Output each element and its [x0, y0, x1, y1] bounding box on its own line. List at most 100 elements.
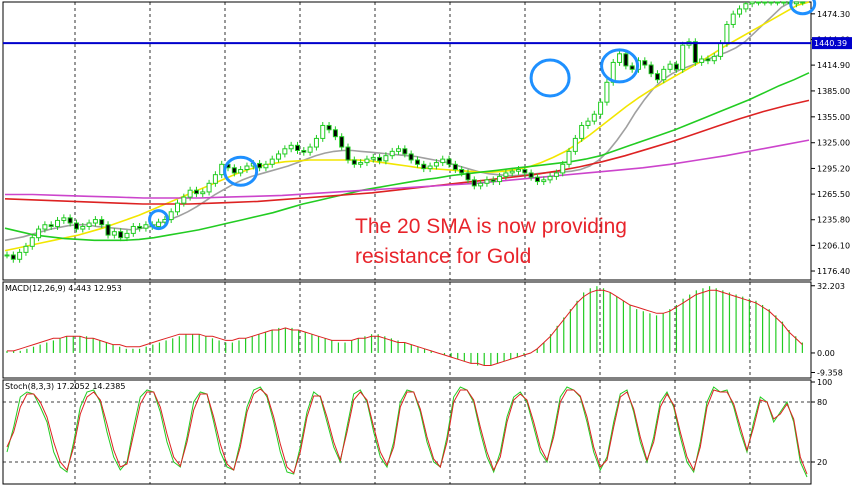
- resistance-price-label: 1440.39: [814, 39, 847, 48]
- candle-body: [358, 162, 364, 165]
- candle-body: [692, 41, 698, 63]
- candle-body: [67, 217, 73, 224]
- candle-body: [364, 158, 370, 164]
- moving-average-line: [4, 1, 810, 252]
- stoch-tick-label: 100: [817, 378, 832, 387]
- candle-body: [585, 120, 591, 126]
- annotation-line-2: resistance for Gold: [355, 245, 532, 268]
- price-tick-label: 1385.00: [817, 87, 850, 96]
- price-axis: 1176.40 1206.10 1235.80 1265.50 1295.20 1325.…: [811, 10, 852, 276]
- candle-body: [591, 113, 597, 122]
- candle-body: [421, 163, 427, 170]
- candle-body: [572, 137, 578, 152]
- candle-body: [294, 144, 300, 151]
- candle-body: [579, 124, 585, 139]
- candle-body: [105, 224, 111, 236]
- macd-title: MACD(12,26,9) 4.443 12.953: [5, 284, 122, 293]
- candle-body: [345, 146, 351, 161]
- candle-body: [522, 168, 528, 174]
- candle-body: [389, 150, 395, 157]
- stoch-lines: [6, 386, 808, 478]
- candle-body: [99, 219, 105, 226]
- chart-annotation: The 20 SMA is now providing resistance f…: [355, 212, 627, 272]
- candle-body: [370, 156, 376, 160]
- candle-body: [408, 153, 414, 161]
- candle-body: [648, 64, 654, 75]
- candle-body: [42, 224, 48, 230]
- price-tick-label: 1206.10: [817, 241, 850, 250]
- candle-body: [55, 219, 61, 227]
- candle-body: [471, 179, 477, 187]
- candle-body: [301, 149, 307, 153]
- candle-body: [244, 165, 250, 170]
- candle-body: [61, 217, 67, 221]
- moving-average-line: [4, 1, 809, 242]
- candle-body: [231, 167, 237, 174]
- candle-body: [730, 13, 736, 25]
- candle-body: [768, 1, 774, 4]
- candle-body: [440, 158, 446, 164]
- moving-averages: [4, 1, 810, 252]
- candle-body: [604, 81, 610, 103]
- candle-body: [484, 179, 490, 184]
- candle-body: [269, 158, 275, 165]
- candle-body: [516, 168, 522, 172]
- candle-body: [793, 1, 799, 5]
- macd-tick-label: 0.00: [817, 349, 835, 358]
- candle-body: [156, 221, 162, 227]
- candle-body: [10, 254, 16, 260]
- candle-body: [396, 148, 402, 152]
- candle-body: [143, 224, 149, 229]
- candle-body: [193, 189, 199, 195]
- candle-body: [414, 159, 420, 165]
- candle-body: [452, 163, 458, 170]
- candle-body: [642, 60, 648, 66]
- candle-body: [705, 58, 711, 62]
- candle-body: [307, 146, 313, 153]
- price-tick-label: 1176.40: [817, 267, 850, 276]
- stoch-grid: [3, 380, 811, 484]
- candle-body: [718, 42, 724, 57]
- candle-body: [465, 172, 471, 181]
- moving-average-line: [4, 99, 810, 205]
- candle-body: [200, 191, 206, 195]
- price-tick-label: 1355.00: [817, 113, 850, 122]
- moving-average-line: [4, 72, 810, 242]
- candle-body: [4, 254, 10, 257]
- macd-histogram: [6, 286, 803, 366]
- candle-body: [320, 124, 326, 139]
- candle-body: [29, 237, 35, 247]
- candle-body: [377, 156, 383, 162]
- candle-body: [623, 53, 629, 67]
- candle-body: [654, 73, 660, 81]
- candle-body: [553, 172, 559, 177]
- candle-body: [617, 53, 623, 63]
- candle-body: [238, 168, 244, 174]
- candle-body: [48, 224, 54, 227]
- candle-body: [528, 172, 534, 178]
- candle-body: [219, 163, 225, 176]
- candle-body: [566, 150, 572, 165]
- candle-body: [36, 228, 42, 239]
- candle-body: [351, 159, 357, 165]
- highlight-circle: [223, 155, 259, 187]
- stoch-axis: 100 80 20: [811, 378, 832, 467]
- candle-body: [749, 1, 755, 5]
- candle-body: [313, 137, 319, 148]
- candle-body: [560, 163, 566, 174]
- candle-body: [263, 163, 269, 169]
- highlight-circle: [789, 0, 817, 16]
- stoch-tick-label: 20: [817, 458, 827, 467]
- candle-body: [762, 1, 768, 4]
- candle-body: [680, 44, 686, 70]
- candle-body: [212, 174, 218, 184]
- candle-body: [800, 1, 806, 4]
- macd-axis: 32.203 0.00 -9.358: [811, 282, 845, 377]
- candle-body: [598, 101, 604, 115]
- highlight-circle: [529, 58, 571, 98]
- candle-body: [699, 58, 705, 63]
- candle-body: [509, 170, 515, 174]
- candle-body: [111, 231, 117, 236]
- candle-body: [23, 245, 29, 253]
- candle-body: [459, 168, 465, 174]
